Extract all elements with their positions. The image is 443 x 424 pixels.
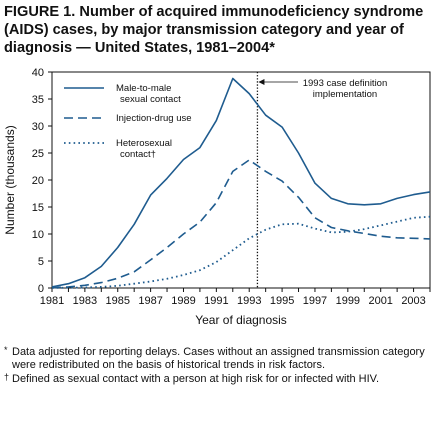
x-tick-label: 1997 [303,295,327,307]
x-tick-label: 1999 [336,295,360,307]
series-lines [51,77,431,289]
legend-label-1: Male-to-male [116,83,171,94]
x-tick-label: 1983 [73,295,97,307]
legend-label-3: contact† [120,149,156,160]
x-tick-label: 2003 [401,295,425,307]
y-tick-label: 20 [32,175,44,187]
y-tick-label: 30 [32,121,44,133]
x-axis-ticks: 1981 1983 1985 1987 1989 1991 1993 1995 1997 1999… [40,288,431,307]
y-tick-label: 10 [32,229,44,241]
legend-label-1: sexual contact [120,94,181,105]
x-tick-label: 1993 [237,295,261,307]
series-line-2 [51,159,431,289]
x-axis-label: Year of diagnosis [195,313,287,327]
legend-label-2: Injection-drug use [116,113,192,124]
footnote-2-mark: † [4,372,10,382]
series-line-1 [51,77,431,288]
plot-frame [51,71,431,289]
x-tick-label: 1981 [40,295,64,307]
y-tick-label: 25 [32,148,44,160]
reference-line-label-line: implementation [313,89,377,100]
x-tick-label: 1985 [105,295,129,307]
y-axis-ticks: 0 5 10 15 20 25 30 35 40 [32,67,52,295]
footnotes: * Data adjusted for reporting delays. Ca… [4,345,440,387]
y-tick-label: 15 [32,202,44,214]
line-chart: 0 5 10 15 20 25 30 35 40 1981 1983 1985 1987 1989 199… [3,67,431,327]
y-tick-label: 0 [38,283,44,295]
x-tick-label: 1987 [138,295,162,307]
y-tick-label: 5 [38,256,44,268]
annotation-arrowhead [258,79,265,85]
footnote-1-mark: * [4,345,8,355]
footnote-1: * Data adjusted for reporting delays. Ca… [4,345,440,372]
x-tick-label: 1991 [204,295,228,307]
figure-title: FIGURE 1. Number of acquired immunodefic… [4,4,424,56]
y-tick-label: 40 [32,67,44,79]
series-line-3 [51,215,431,289]
y-tick-label: 35 [32,94,44,106]
footnote-2: † Defined as sexual contact with a perso… [4,372,440,386]
reference-line-label-line: 1993 case definition [303,78,388,89]
y-axis-label: Number (thousands) [3,125,17,234]
legend-label-3: Heterosexual [116,138,172,149]
footnote-2-text: Defined as sexual contact with a person … [12,373,380,385]
footnote-1-text: Data adjusted for reporting delays. Case… [12,346,425,371]
x-tick-label: 2001 [368,295,392,307]
x-tick-label: 1995 [270,295,294,307]
chart-axes [51,71,431,289]
x-tick-label: 1989 [171,295,195,307]
